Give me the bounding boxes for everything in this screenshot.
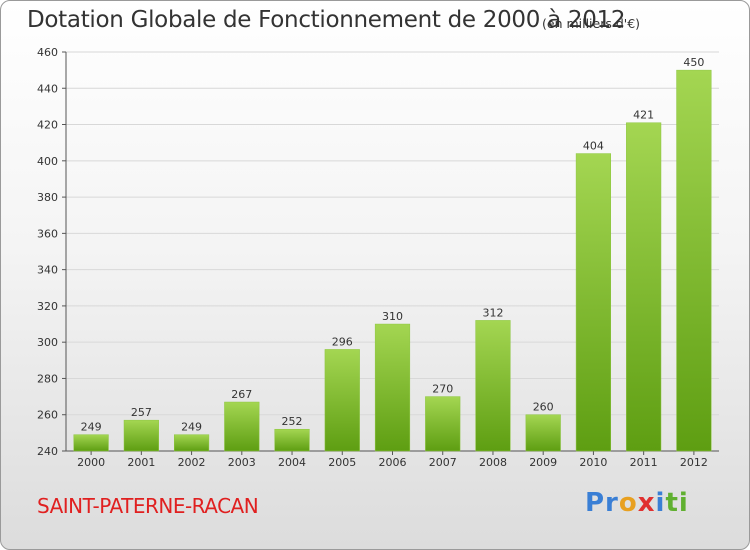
data-label-2010: 404 (583, 140, 604, 153)
logo-part: Pr (585, 488, 619, 518)
y-tick-label: 300 (37, 336, 58, 349)
x-tick-label: 2004 (278, 456, 306, 469)
x-tick-label: 2007 (429, 456, 457, 469)
bar-2004 (274, 428, 310, 452)
bars (73, 69, 712, 452)
bar-2002 (173, 434, 210, 452)
x-tick-label: 2003 (228, 456, 256, 469)
x-tick-label: 2005 (328, 456, 356, 469)
y-tick-label: 320 (37, 300, 58, 313)
bar-2009 (525, 414, 561, 452)
data-label-2007: 270 (432, 383, 453, 396)
bar-2001 (123, 419, 159, 452)
y-tick-label: 280 (37, 372, 58, 385)
y-tick-label: 420 (37, 119, 58, 132)
commune-name: SAINT-PATERNE-RACAN (37, 494, 259, 518)
data-label-2008: 312 (482, 306, 503, 319)
bar-2010 (575, 153, 612, 452)
bar-2011 (626, 122, 662, 452)
bar-2007 (425, 396, 461, 452)
bar-2012 (676, 69, 712, 452)
y-tick-label: 460 (37, 46, 58, 59)
x-tick-label: 2002 (178, 456, 206, 469)
x-tick-label: 2011 (630, 456, 658, 469)
chart-title: Dotation Globale de Fonctionnement de 20… (27, 7, 626, 33)
logo-part: i (655, 488, 666, 518)
x-tick-label: 2012 (680, 456, 708, 469)
x-tick-label: 2000 (77, 456, 105, 469)
data-label-2002: 249 (181, 421, 202, 434)
logo-part: x (637, 488, 656, 518)
y-tick-label: 240 (37, 445, 58, 458)
x-tick-label: 2010 (579, 456, 607, 469)
x-tick-label: 2009 (529, 456, 557, 469)
y-tick-label: 260 (37, 409, 58, 422)
proxiti-logo[interactable]: Proxiti (585, 488, 689, 518)
data-label-2000: 249 (81, 421, 102, 434)
logo-part: o (618, 488, 638, 518)
data-label-2012: 450 (683, 56, 704, 69)
data-label-2003: 267 (231, 388, 252, 401)
bar-2006 (374, 323, 411, 452)
data-labels: 249 257 249 267 252 296 310 270 312 260 404 421 450 (81, 56, 705, 434)
y-tick-label: 360 (37, 227, 58, 240)
data-label-2011: 421 (633, 109, 654, 122)
bar-2008 (475, 320, 511, 452)
x-tick-label: 2008 (479, 456, 507, 469)
y-tick-label: 400 (37, 155, 58, 168)
bar-2005 (324, 349, 360, 452)
data-label-2004: 252 (282, 415, 303, 428)
data-label-2001: 257 (131, 406, 152, 419)
y-tick-label: 340 (37, 264, 58, 277)
y-tick-label: 380 (37, 191, 58, 204)
logo-part: ti (665, 488, 689, 518)
bar-2000 (73, 434, 109, 452)
data-label-2006: 310 (382, 310, 403, 323)
data-label-2009: 260 (533, 401, 554, 414)
x-tick-label: 2001 (127, 456, 155, 469)
y-tick-label: 440 (37, 82, 58, 95)
bar-2003 (224, 401, 260, 452)
x-tick-label: 2006 (379, 456, 407, 469)
unit-label: (en milliers d'€) (542, 16, 641, 31)
data-label-2005: 296 (332, 335, 353, 348)
